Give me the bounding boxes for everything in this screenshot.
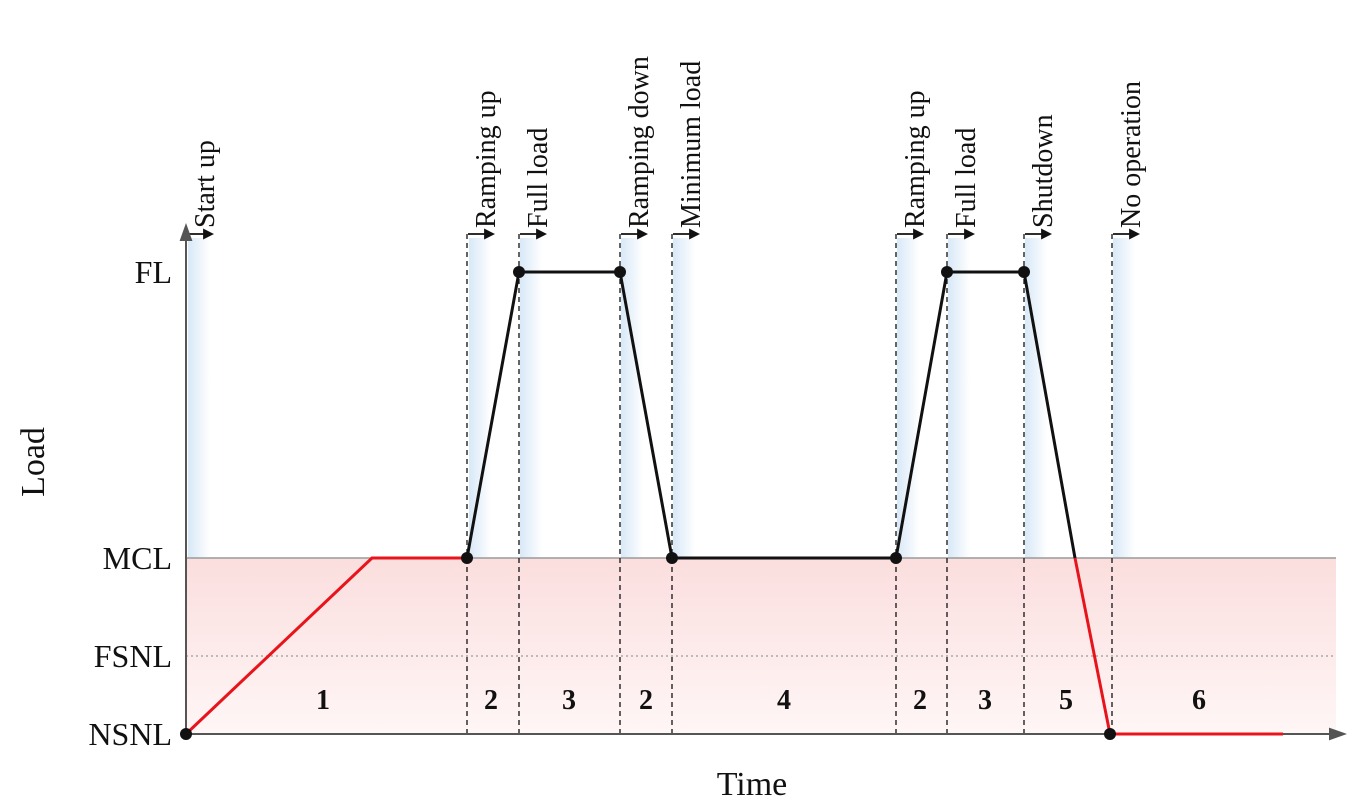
phase-label-no-operation: No operation <box>1116 81 1147 228</box>
arrow-shutdown-icon <box>1025 228 1053 240</box>
point-ramp-up-1-start <box>461 552 473 564</box>
segment-number-4: 4 <box>777 685 791 716</box>
segment-number-3b: 3 <box>978 685 992 716</box>
phase-band-no-operation <box>1113 238 1135 558</box>
arrow-full-load-1-icon <box>520 228 548 240</box>
point-full-load-1-start <box>513 266 525 278</box>
point-ramp-up-2-start <box>890 552 902 564</box>
phase-band-minimum-load <box>673 238 695 558</box>
arrow-ramping-down-icon <box>621 228 649 240</box>
segment-numbers: 1 2 3 2 4 2 3 5 6 <box>316 685 1206 716</box>
phase-label-full-load-1: Full load <box>523 128 554 228</box>
phase-label-full-load-2: Full load <box>951 128 982 228</box>
x-axis-title: Time <box>717 766 788 803</box>
phase-arrows <box>187 228 1141 240</box>
point-full-load-1-end <box>614 266 626 278</box>
y-label-nsnl: NSNL <box>88 716 172 752</box>
segment-number-3a: 3 <box>562 685 576 716</box>
phase-band-ramping-up-1 <box>469 238 491 558</box>
phase-label-start-up: Start up <box>190 140 221 228</box>
arrow-start-up-icon <box>187 228 215 240</box>
phase-band-shutdown <box>1025 238 1047 558</box>
phase-highlight-bands <box>188 238 1135 558</box>
below-mcl-zone <box>186 558 1336 734</box>
phase-band-ramping-up-2 <box>897 238 919 558</box>
arrow-minimum-load-icon <box>673 228 701 240</box>
y-axis-arrowhead-icon <box>179 223 193 241</box>
phase-label-ramping-up-2: Ramping up <box>900 90 931 228</box>
phase-band-full-load-2 <box>948 238 970 558</box>
phase-labels: Start up Ramping up Full load Ramping do… <box>190 56 1147 228</box>
segment-number-6: 6 <box>1192 685 1206 716</box>
point-no-operation-start <box>1104 728 1116 740</box>
phase-label-shutdown: Shutdown <box>1028 114 1059 228</box>
y-label-mcl: MCL <box>103 540 172 576</box>
phase-band-start-up <box>188 238 210 558</box>
segment-number-2c: 2 <box>913 685 927 716</box>
segment-number-2a: 2 <box>484 685 498 716</box>
startup-load-curve <box>184 556 467 736</box>
point-minimum-load-start <box>666 552 678 564</box>
point-full-load-2-end <box>1018 266 1030 278</box>
y-level-labels: FL MCL FSNL NSNL <box>88 254 172 752</box>
load-points <box>180 266 1116 740</box>
arrow-full-load-2-icon <box>948 228 976 240</box>
arrow-no-operation-icon <box>1113 228 1141 240</box>
y-axis-title: Load <box>15 427 52 497</box>
phase-label-minimum-load: Minimum load <box>676 61 707 228</box>
phase-label-ramping-up-1: Ramping up <box>471 90 502 228</box>
x-axis-arrowhead-icon <box>1329 727 1347 741</box>
operating-load-curve <box>465 270 1077 560</box>
arrow-ramping-up-2-icon <box>897 228 925 240</box>
phase-dividers <box>466 234 1113 734</box>
point-start <box>180 728 192 740</box>
point-full-load-2-start <box>941 266 953 278</box>
y-label-fl: FL <box>135 254 172 290</box>
phase-band-ramping-down <box>621 238 643 558</box>
segment-number-2b: 2 <box>639 685 653 716</box>
y-label-fsnl: FSNL <box>94 638 172 674</box>
segment-number-1: 1 <box>316 685 330 716</box>
phase-band-full-load-1 <box>520 238 542 558</box>
segment-number-5: 5 <box>1059 685 1073 716</box>
arrow-ramping-up-1-icon <box>468 228 496 240</box>
phase-label-ramping-down: Ramping down <box>624 56 655 228</box>
